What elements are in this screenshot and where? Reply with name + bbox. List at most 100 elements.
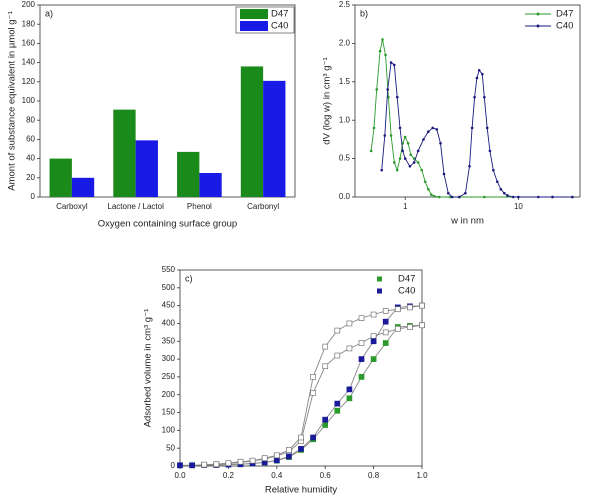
marker [485,126,489,130]
marker [398,126,402,130]
x-tick-label: Carbonyl [247,202,279,211]
marker [334,407,341,414]
y-tick-label: 0 [31,192,36,201]
bar [49,158,72,197]
y-tick-label: 250 [162,372,176,381]
x-tick-label: 0.0 [174,471,186,480]
marker [511,195,515,199]
marker [475,76,479,80]
marker [488,149,492,153]
y-tick-label: 100 [162,425,176,434]
marker [477,68,481,72]
marker [492,168,495,172]
marker [427,130,430,134]
legend-marker [377,288,382,294]
open-marker [322,363,329,370]
marker [392,63,396,67]
marker [412,161,416,164]
open-marker [407,304,413,311]
open-marker [310,390,316,396]
y-tick-label: 0 [171,461,176,470]
marker [473,95,476,99]
marker [273,457,280,464]
marker [420,168,424,172]
marker [381,38,384,41]
marker [506,194,509,197]
legend-swatch [240,9,268,19]
open-marker [334,352,341,359]
marker [431,126,435,130]
marker [483,195,486,199]
y-tick-label: 200 [22,0,36,9]
y-axis-label: dV (log w) in cm³ g⁻¹ [322,57,333,144]
marker [310,434,316,441]
open-marker [225,460,232,466]
open-marker [237,458,244,465]
y-tick-label: 2.5 [339,0,351,9]
marker [470,126,474,130]
marker [551,195,554,199]
y-tick-label: 450 [162,301,176,310]
marker [446,191,450,195]
bar [71,177,95,197]
open-marker [213,461,220,468]
marker [537,195,540,199]
bar [135,140,158,197]
marker [416,161,420,164]
open-marker [394,325,401,332]
marker [392,161,396,164]
y-tick-label: 0.0 [339,192,351,201]
marker [358,356,365,362]
marker [483,95,486,99]
series-line [370,39,573,198]
marker [369,149,373,153]
legend-marker [536,12,540,16]
panel-label: b) [360,8,368,18]
marker [322,422,329,428]
open-marker [298,434,304,441]
y-tick-label: 200 [162,390,176,399]
marker [189,462,195,469]
marker [481,72,484,76]
bar [113,109,136,197]
open-marker [419,322,425,329]
x-tick-label: 0.6 [320,471,332,480]
marker [435,128,439,131]
open-marker [310,374,316,380]
marker [378,49,382,53]
marker [430,193,433,196]
marker [468,164,471,168]
marker [403,157,407,160]
legend-label: C40 [398,286,415,297]
y-tick-label: 80 [26,115,35,124]
open-marker [249,457,256,464]
marker [346,395,353,402]
y-tick-label: 120 [22,77,36,86]
legend-swatch [240,21,268,31]
open-marker [346,320,353,327]
marker [398,157,402,160]
marker [464,191,467,195]
y-tick-label: 1.0 [339,115,351,124]
y-tick-label: 150 [162,408,176,417]
marker [517,195,520,199]
marker [372,126,376,130]
x-tick-label: 1 [403,202,408,211]
x-tick-label: 10 [514,202,523,211]
open-marker [334,327,341,334]
open-marker [358,340,365,346]
marker [571,195,574,199]
marker [382,340,389,346]
y-tick-label: 0.5 [339,154,351,163]
marker [387,95,390,99]
marker [409,153,413,157]
bar [240,66,264,197]
marker [406,141,410,145]
open-marker [407,324,413,330]
marker [334,400,341,407]
y-tick-label: 60 [26,135,35,144]
panel-label: c) [185,273,193,283]
x-tick-label: 1.0 [416,471,428,480]
series-line [180,324,423,466]
